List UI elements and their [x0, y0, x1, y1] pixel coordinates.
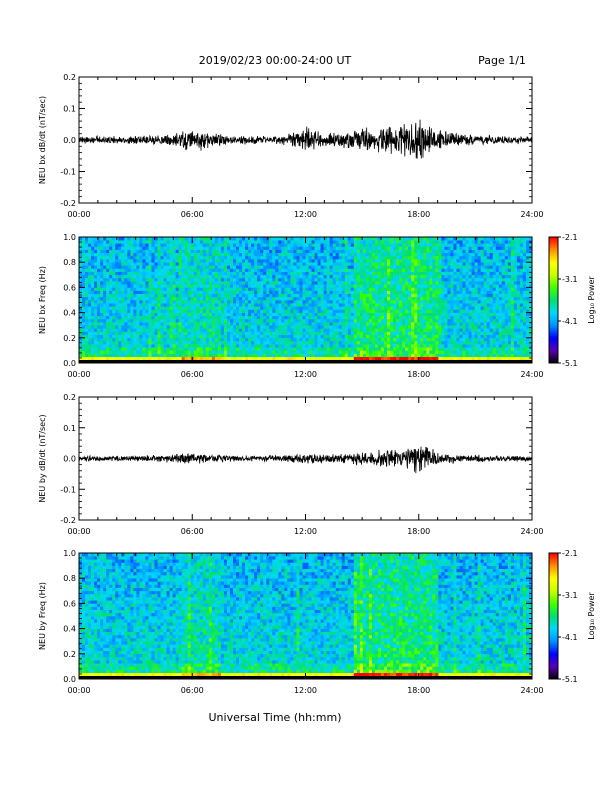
y-axis-label: NEU bx dB/dt (nT/sec)	[38, 96, 47, 184]
y-tick-label: 0.1	[63, 105, 76, 114]
colorbar: -2.1 -3.1 -4.1 -5.1 Log₁₀ Power	[548, 549, 596, 684]
y-tick-label: 0.0	[63, 359, 76, 368]
x-tick-label: 24:00	[520, 686, 543, 695]
y-tick-label: -0.1	[60, 168, 76, 177]
colorbar-tick-label: -3.1	[562, 591, 578, 600]
series-line	[78, 446, 533, 474]
y-tick-label: 0.2	[63, 393, 76, 402]
y-tick-label: 0.0	[63, 136, 76, 145]
colorbar-label: Log₁₀ Power	[587, 592, 596, 640]
x-tick-label: 00:00	[67, 370, 90, 379]
x-tick-label: 18:00	[407, 210, 430, 219]
y-tick-label: 0.2	[63, 334, 76, 343]
y-tick-label: 1.0	[63, 549, 76, 558]
x-tick-label: 12:00	[294, 686, 317, 695]
x-tick-label: 18:00	[407, 370, 430, 379]
x-tick-label: 06:00	[181, 370, 204, 379]
chart-panel: 00:00 06:00 12:00 18:00 24:00 -0.2 -0.1 0.0 0.1 0…	[38, 73, 544, 219]
x-tick-label: 12:00	[294, 370, 317, 379]
colorbar-tick-label: -3.1	[562, 275, 578, 284]
colorbar: -2.1 -3.1 -4.1 -5.1 Log₁₀ Power	[548, 233, 596, 368]
y-tick-label: 0.1	[63, 424, 76, 433]
colorbar-tick-label: -4.1	[562, 633, 578, 642]
y-axis-label: NEU bx Freq (Hz)	[38, 266, 47, 334]
x-axis-title: Universal Time (hh:mm)	[209, 711, 342, 724]
x-tick-label: 24:00	[520, 527, 543, 536]
y-tick-label: 0.6	[63, 599, 76, 608]
x-tick-label: 00:00	[67, 527, 90, 536]
chart-panel: -2.1 -3.1 -4.1 -5.1 Log₁₀ Power 00:00 06:00 12:…	[38, 233, 596, 379]
colorbar-frame	[548, 552, 559, 680]
colorbar-frame	[548, 236, 559, 364]
y-tick-label: 0.2	[63, 73, 76, 82]
x-tick-label: 12:00	[294, 210, 317, 219]
y-axis-label: NEU by Freq (Hz)	[38, 582, 47, 650]
colorbar-tick-label: -2.1	[562, 233, 578, 242]
colorbar-tick-label: -2.1	[562, 549, 578, 558]
y-tick-label: 0.6	[63, 283, 76, 292]
y-tick-label: 0.8	[63, 574, 76, 583]
page-indicator: Page 1/1	[478, 54, 526, 67]
x-tick-label: 24:00	[520, 370, 543, 379]
x-tick-label: 06:00	[181, 210, 204, 219]
x-tick-label: 12:00	[294, 527, 317, 536]
y-tick-label: 0.8	[63, 258, 76, 267]
y-tick-label: 0.4	[63, 309, 76, 318]
y-tick-label: 0.0	[63, 455, 76, 464]
x-tick-label: 00:00	[67, 210, 90, 219]
y-tick-label: 0.2	[63, 650, 76, 659]
colorbar-tick-label: -4.1	[562, 317, 578, 326]
y-axis-label: NEU by dB/dt (nT/sec)	[38, 414, 47, 502]
y-tick-label: -0.2	[60, 199, 76, 208]
colorbar-label: Log₁₀ Power	[587, 276, 596, 324]
figure-title: 2019/02/23 00:00-24:00 UT	[199, 54, 352, 67]
heatmap-cells	[79, 237, 533, 364]
x-tick-label: 06:00	[181, 527, 204, 536]
x-tick-label: 24:00	[520, 210, 543, 219]
y-tick-label: 0.0	[63, 675, 76, 684]
heatmap-cells	[79, 553, 533, 680]
colorbar-tick-label: -5.1	[562, 359, 578, 368]
y-tick-label: 1.0	[63, 233, 76, 242]
x-tick-label: 18:00	[407, 686, 430, 695]
colorbar-tick-label: -5.1	[562, 675, 578, 684]
panels: 00:00 06:00 12:00 18:00 24:00 -0.2 -0.1 0.0 0.1 0…	[38, 73, 596, 695]
y-tick-label: -0.2	[60, 516, 76, 525]
x-tick-label: 00:00	[67, 686, 90, 695]
y-tick-label: -0.1	[60, 485, 76, 494]
x-tick-label: 06:00	[181, 686, 204, 695]
series-line	[78, 119, 533, 159]
chart-panel: 00:00 06:00 12:00 18:00 24:00 -0.2 -0.1 0.0 0.1 0…	[38, 393, 544, 536]
chart-panel: -2.1 -3.1 -4.1 -5.1 Log₁₀ Power 00:00 06:00 12:…	[38, 549, 596, 695]
x-tick-label: 18:00	[407, 527, 430, 536]
y-tick-label: 0.4	[63, 625, 76, 634]
